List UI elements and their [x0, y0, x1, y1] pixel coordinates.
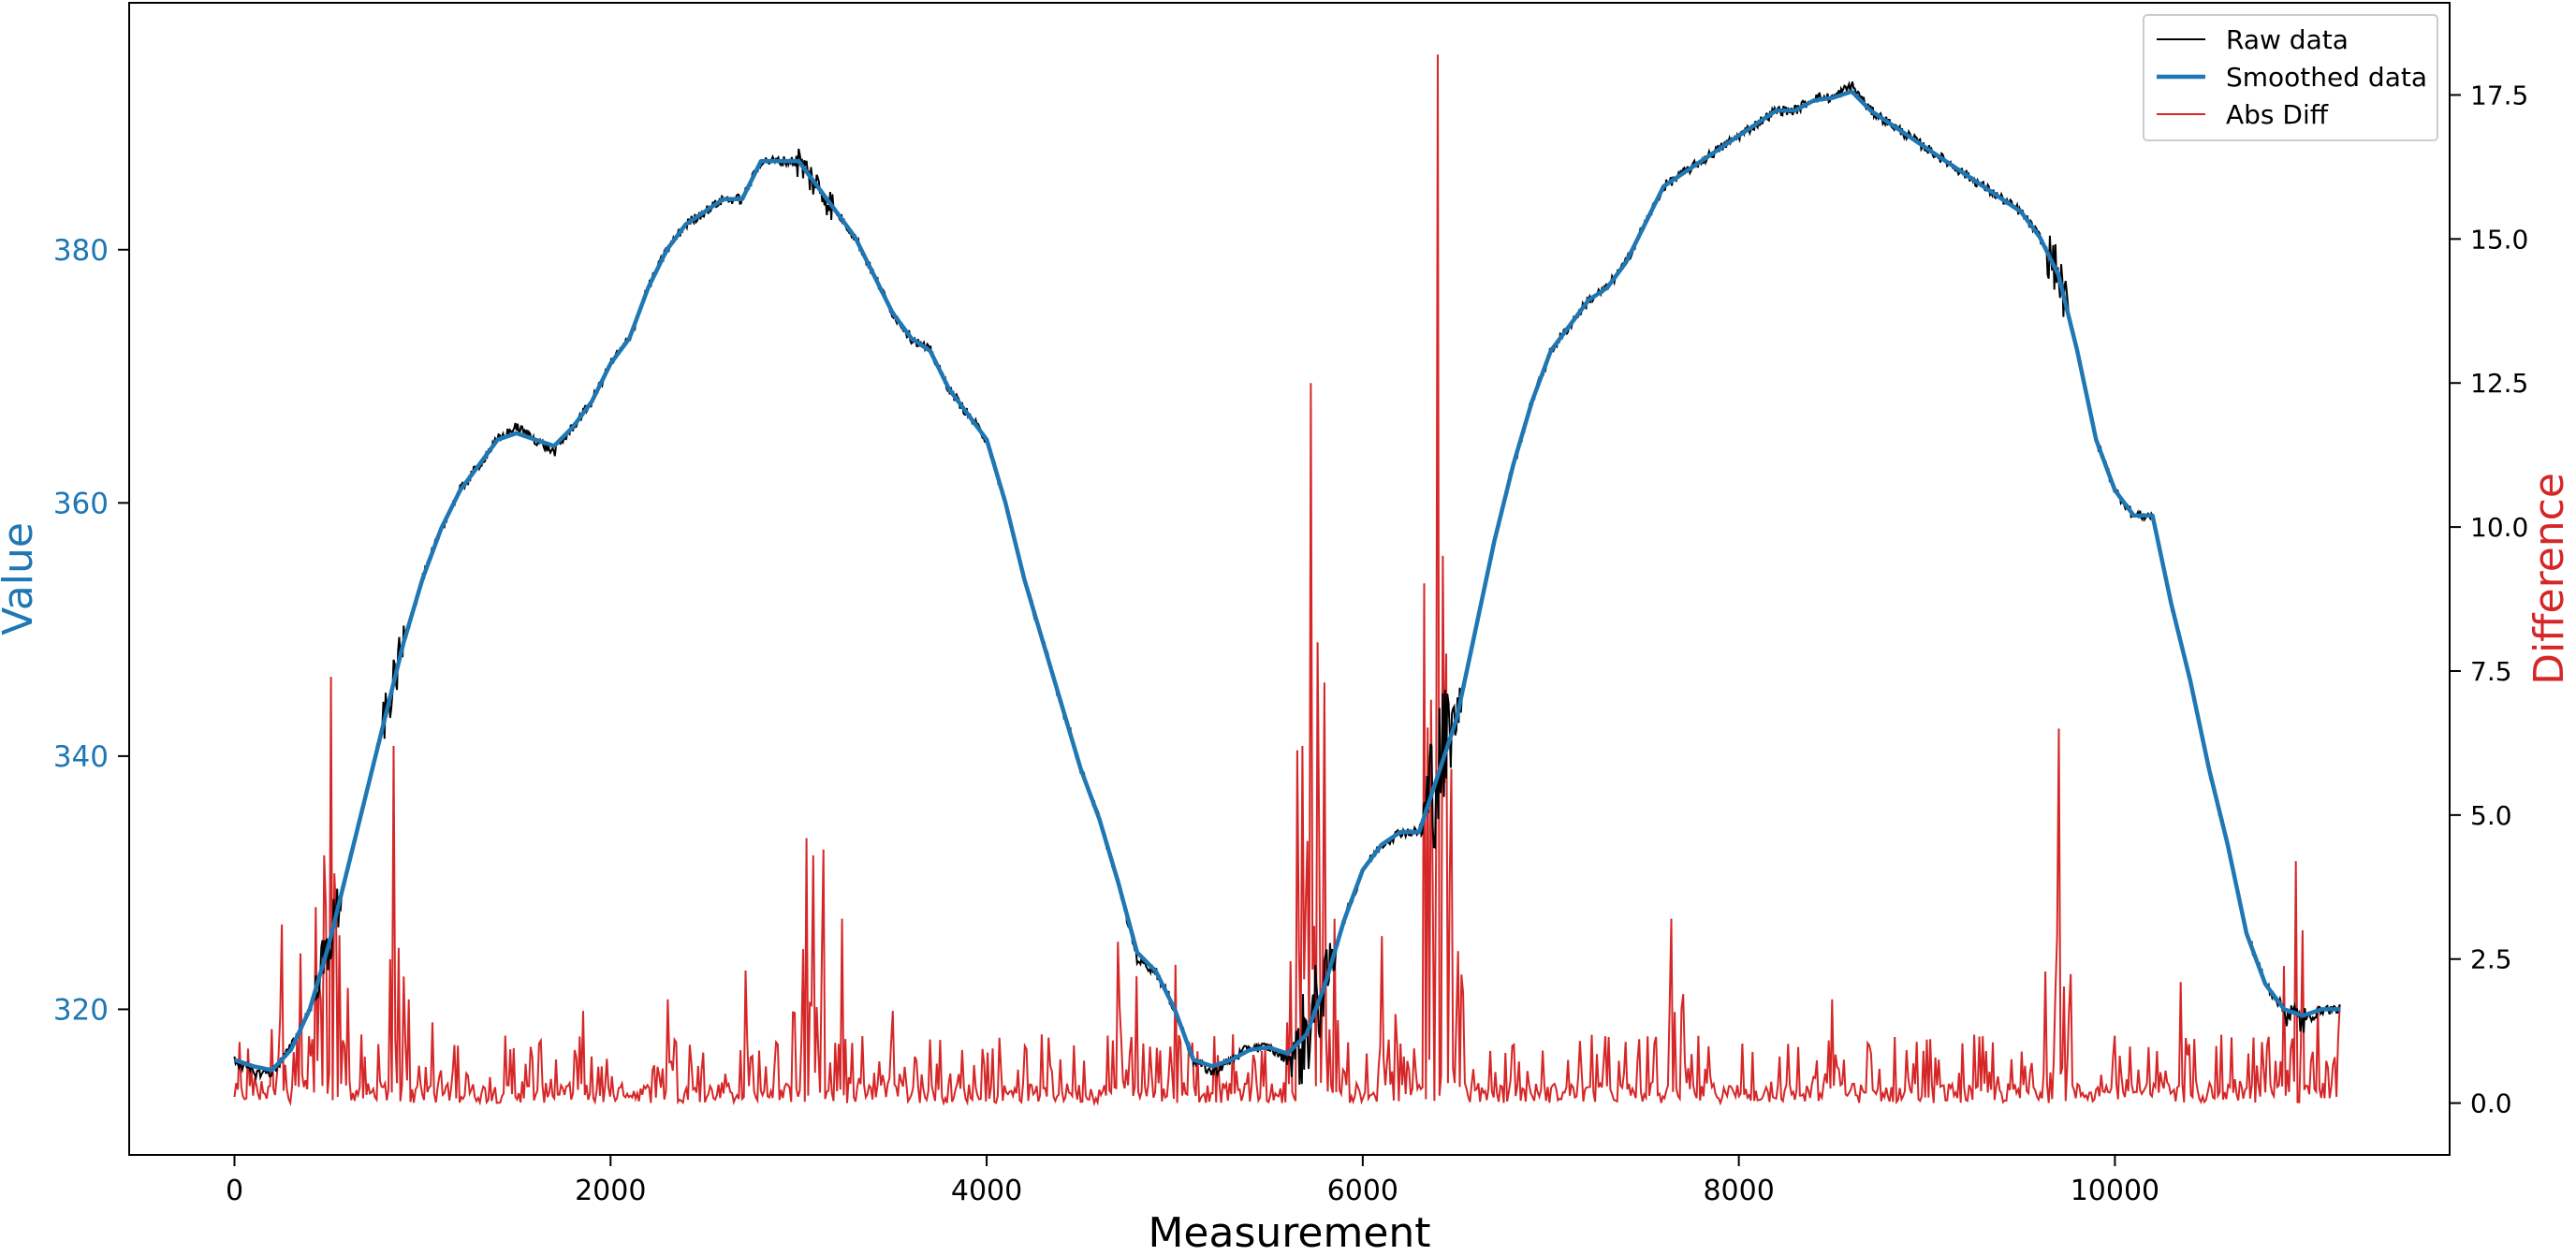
plot-area [233, 54, 2341, 1107]
series-raw-data-line [233, 80, 2341, 1085]
y-right-tick-label: 0.0 [2470, 1088, 2512, 1119]
y-left-axis-ticks: 320 340 360 380 [53, 234, 129, 1027]
legend-label: Abs Diff [2226, 99, 2329, 130]
x-tick-label: 6000 [1327, 1175, 1398, 1207]
legend-item-raw-data: Raw data [2157, 24, 2349, 55]
y-right-tick-label: 10.0 [2470, 512, 2528, 543]
y-right-tick-label: 7.5 [2470, 656, 2512, 687]
y-right-tick-label: 12.5 [2470, 368, 2528, 399]
x-tick-label: 4000 [951, 1175, 1022, 1207]
y-right-tick-label: 5.0 [2470, 800, 2512, 831]
y-right-axis-ticks: 0.0 2.5 5.0 7.5 10.0 12.5 15.0 17.5 [2450, 80, 2528, 1119]
y-right-tick-label: 17.5 [2470, 80, 2528, 110]
y-left-tick-label: 340 [53, 740, 109, 774]
y-left-tick-label: 320 [53, 993, 109, 1027]
legend-item-smoothed-data: Smoothed data [2157, 62, 2427, 93]
axes-frame [128, 2, 2451, 1156]
y-left-axis-label: Value [0, 522, 42, 635]
legend-label: Smoothed data [2226, 62, 2427, 93]
x-tick-label: 10000 [2071, 1175, 2159, 1207]
x-axis-ticks: 0 2000 4000 6000 8000 10000 [226, 1155, 2159, 1207]
x-axis-label: Measurement [1148, 1209, 1430, 1256]
x-tick-label: 2000 [575, 1175, 646, 1207]
y-right-axis-label: Difference [2525, 473, 2573, 685]
legend-item-abs-diff: Abs Diff [2157, 99, 2329, 130]
x-tick-label: 8000 [1703, 1175, 1774, 1207]
legend-box [2143, 14, 2438, 141]
x-tick-label: 0 [226, 1175, 243, 1207]
series-smoothed-data-line [233, 89, 2341, 1073]
legend-label: Raw data [2226, 24, 2349, 55]
y-left-tick-label: 360 [53, 487, 109, 520]
y-left-tick-label: 380 [53, 234, 109, 268]
series-abs-diff-line [233, 54, 2341, 1107]
y-right-tick-label: 15.0 [2470, 224, 2528, 255]
y-right-tick-label: 2.5 [2470, 944, 2512, 975]
legend: Raw data Smoothed data Abs Diff [2143, 14, 2438, 141]
